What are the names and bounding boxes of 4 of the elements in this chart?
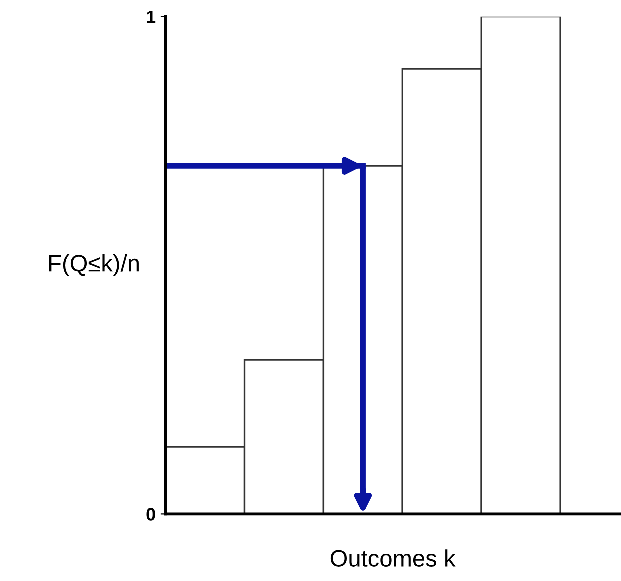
y-tick-label: 0 — [146, 508, 156, 521]
y-tick-label: 1 — [147, 10, 156, 24]
x-axis-title: Outcomes k — [330, 550, 456, 567]
y-axis-title: F(Q≤k)/n — [49, 254, 139, 277]
